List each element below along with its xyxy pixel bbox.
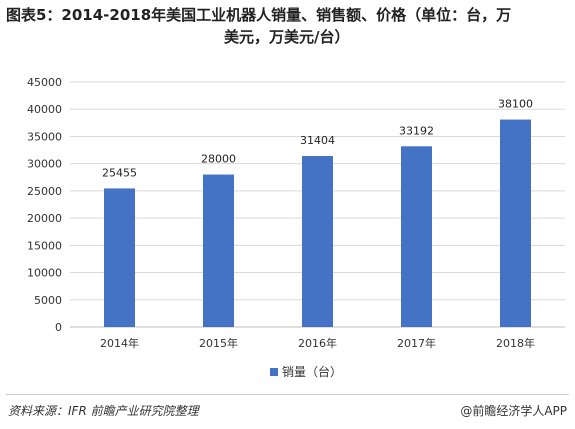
x-tick-label: 2017年 [397, 336, 436, 350]
footer-divider [6, 394, 569, 395]
legend-label: 销量（台） [282, 365, 343, 379]
chart-title: 图表5：2014-2018年美国工业机器人销量、销售额、价格（单位：台，万 美元… [6, 4, 569, 48]
bar-0 [104, 188, 135, 327]
y-tick-label: 30000 [27, 158, 62, 171]
legend-swatch [270, 367, 278, 376]
bar-value-label: 25455 [102, 166, 137, 179]
y-tick-label: 25000 [27, 185, 62, 198]
y-tick-label: 40000 [27, 103, 62, 116]
y-tick-label: 0 [55, 321, 62, 334]
x-tick-label: 2014年 [100, 336, 139, 350]
x-tick-label: 2015年 [199, 336, 238, 350]
bar-value-label: 38100 [498, 98, 533, 111]
bar-3 [401, 146, 432, 327]
chart-title-line2: 美元，万美元/台） [224, 28, 350, 46]
brand-credit: @前瞻经济学人APP [460, 404, 567, 418]
y-tick-label: 5000 [34, 294, 62, 307]
y-tick-label: 45000 [27, 76, 62, 89]
bar-value-label: 31404 [300, 134, 335, 147]
source-note: 资料来源：IFR 前瞻产业研究院整理 [8, 404, 199, 418]
bar-4 [500, 119, 531, 327]
x-tick-label: 2016年 [298, 336, 337, 350]
y-tick-label: 20000 [27, 212, 62, 225]
x-tick-label: 2018年 [496, 336, 535, 350]
bar-2 [302, 156, 333, 327]
bar-1 [203, 174, 234, 327]
y-tick-label: 15000 [27, 239, 62, 252]
bar-value-label: 28000 [201, 153, 236, 166]
y-tick-label: 10000 [27, 267, 62, 280]
bar-value-label: 33192 [399, 124, 434, 137]
chart-legend: 销量（台） [270, 363, 342, 380]
chart-title-line1: 图表5：2014-2018年美国工业机器人销量、销售额、价格（单位：台，万 [6, 6, 512, 24]
y-tick-label: 35000 [27, 130, 62, 143]
